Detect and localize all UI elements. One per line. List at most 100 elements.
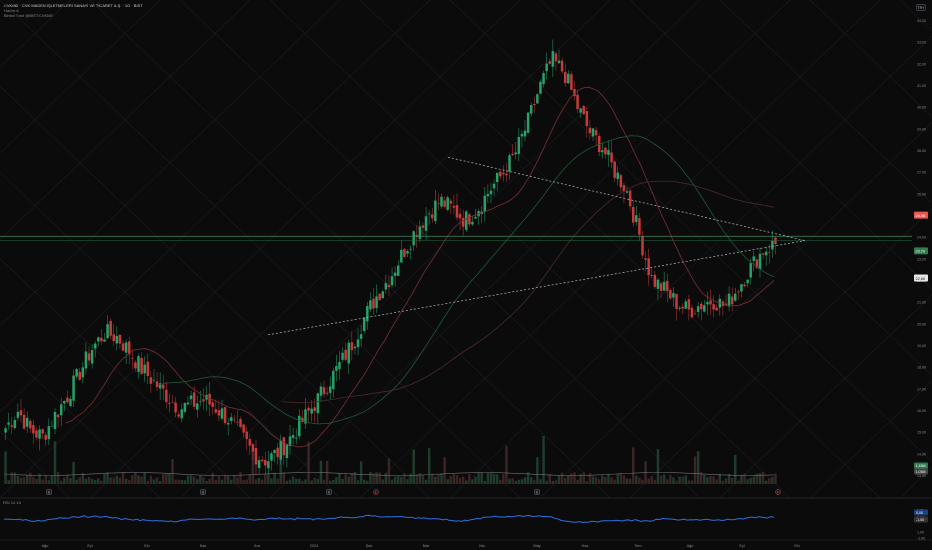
candle-body — [687, 299, 691, 310]
candle-body — [220, 408, 224, 419]
candle-body — [409, 248, 412, 250]
candle-body — [124, 342, 128, 353]
rsi-pane: RSI 14 145,003,001,00-1,000,00-1,00 — [0, 497, 932, 540]
volume-bar — [471, 479, 474, 484]
candle-body — [675, 293, 678, 309]
candle-body — [536, 94, 539, 104]
candle-body — [131, 358, 134, 359]
volume-bar — [758, 473, 762, 484]
candle-body — [424, 216, 428, 231]
candle-body — [474, 216, 477, 219]
volume-bar — [341, 478, 344, 484]
volume-bar — [427, 448, 431, 484]
price-axis[interactable]: 34,00 33,00 32,00 31,00 30,00 29,00 28,00 27,00… — [914, 19, 928, 478]
candle-body — [430, 214, 434, 219]
candle-body — [134, 362, 137, 369]
candle-body — [217, 410, 221, 416]
candle-body — [638, 218, 641, 235]
candle-body — [446, 197, 449, 210]
candle-body — [529, 105, 533, 114]
candle-body — [313, 407, 316, 412]
candle-body — [709, 300, 712, 305]
currency-button[interactable]: TRY — [916, 4, 926, 11]
volume-bar — [344, 474, 347, 484]
volume-bar — [563, 477, 567, 484]
candle-body — [554, 53, 558, 62]
price-tick-label: 20,00 — [917, 322, 926, 326]
volume-bar — [449, 476, 453, 484]
volume-bar — [601, 475, 604, 484]
candle-body — [115, 335, 119, 344]
candle-body — [427, 213, 431, 215]
time-tick-label: Ağu — [687, 544, 694, 548]
candle-body — [740, 284, 743, 292]
volume-bar — [727, 473, 731, 484]
candle-body — [279, 440, 282, 460]
price-tick-label: 19,00 — [917, 344, 926, 348]
candle-body — [542, 73, 545, 85]
candle-body — [109, 320, 112, 336]
volume-bar — [628, 478, 632, 484]
volume-bar — [560, 472, 564, 484]
grid-line — [449, 35, 932, 499]
volume-bar — [684, 475, 688, 484]
volume-bar — [703, 474, 706, 484]
candle-body — [196, 403, 199, 410]
volume-bar — [29, 472, 32, 484]
candle-body — [545, 63, 548, 72]
candle-body — [72, 375, 75, 401]
volume-bar — [523, 477, 527, 484]
volume-bar — [585, 480, 589, 484]
volume-bar — [579, 473, 582, 484]
candle-body — [458, 213, 462, 219]
volume-bar — [409, 473, 412, 484]
candle-body — [749, 263, 752, 278]
volume-bar — [186, 475, 190, 484]
volume-bar — [505, 445, 508, 484]
candle-body — [316, 393, 320, 414]
candle-body — [672, 293, 675, 298]
time-axis[interactable]: Ağu Eyl Ekı Kas Ara 2024 Şub Mar Nis May Haz Tem Ağu… — [0, 539, 932, 548]
volume-bar — [301, 480, 304, 484]
volume-bar — [687, 480, 691, 484]
volume-bar — [730, 477, 734, 484]
volume-bar — [44, 475, 47, 484]
price-tick-label: 13,00 — [917, 474, 926, 478]
volume-bar — [347, 476, 351, 484]
time-tick-label: Ağu — [42, 544, 49, 548]
candle-body — [335, 366, 338, 371]
volume-bar — [251, 450, 255, 484]
moving-averages — [0, 86, 912, 448]
volume-bar — [106, 472, 109, 484]
volume-bar — [93, 480, 97, 484]
candle-body — [700, 303, 703, 310]
candle-body — [369, 300, 372, 310]
volume-bar — [529, 477, 533, 484]
volume-bar — [709, 476, 712, 484]
volume-bar — [81, 472, 85, 484]
candle-body — [149, 377, 153, 384]
candle-body — [576, 94, 579, 109]
volume-bar — [749, 477, 752, 484]
candle-body — [486, 193, 490, 197]
volume-bar — [477, 472, 480, 484]
volume-bar — [734, 454, 737, 484]
volume-bar — [112, 477, 116, 484]
candle-body — [768, 252, 771, 253]
candle-body — [328, 386, 332, 393]
volume-bar — [192, 476, 196, 484]
volume-bar — [146, 480, 150, 484]
event-marker — [200, 489, 206, 495]
volume-bar — [362, 479, 366, 484]
candle-body — [22, 414, 26, 429]
moving-average-line — [158, 135, 775, 425]
volume-badge-label: 1,15M — [916, 464, 926, 468]
candle-body — [715, 307, 718, 311]
candle-body — [341, 352, 344, 360]
candle-body — [563, 71, 567, 84]
volume-bar — [245, 479, 248, 484]
candle-body — [449, 200, 453, 204]
candle-body — [304, 409, 307, 424]
